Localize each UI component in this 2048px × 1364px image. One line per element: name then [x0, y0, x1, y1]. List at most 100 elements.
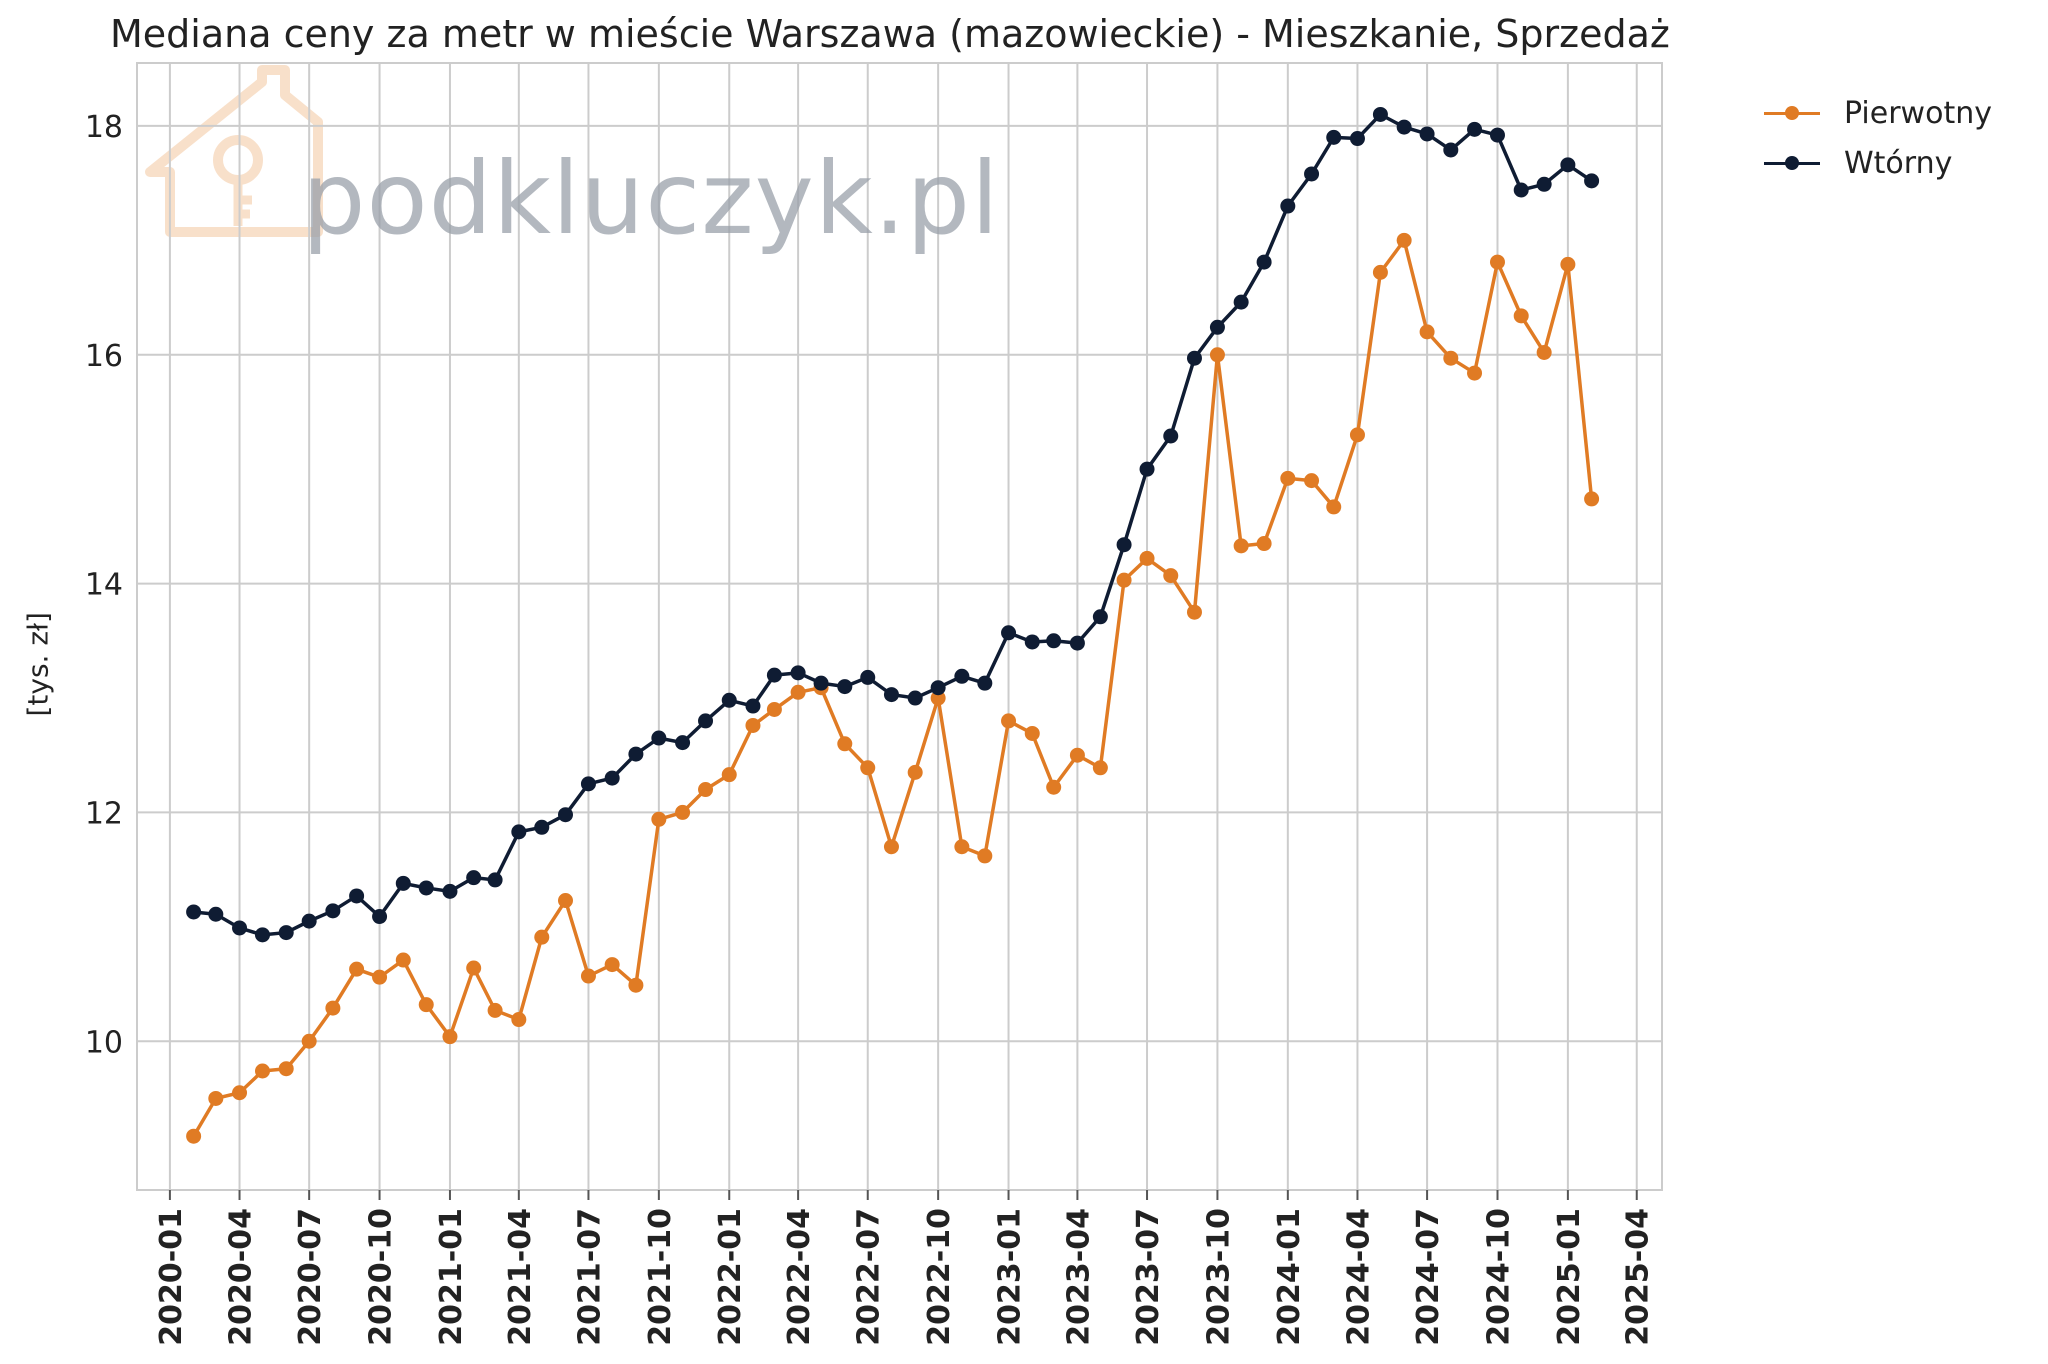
x-tick-label: 2020-10 [364, 1208, 399, 1346]
data-point-wtorny [372, 909, 388, 925]
data-point-wtorny [628, 746, 644, 762]
chart-title: Mediana ceny za metr w mieście Warszawa … [110, 12, 1670, 56]
data-point-wtorny [790, 665, 806, 681]
data-point-pierwotny [487, 1002, 503, 1018]
data-point-wtorny [1280, 198, 1296, 214]
x-tick-label: 2022-01 [713, 1208, 748, 1346]
data-point-wtorny [208, 906, 224, 922]
data-point-wtorny [1489, 127, 1505, 143]
plot-frame [136, 62, 1663, 1191]
data-point-wtorny [511, 824, 527, 840]
data-point-pierwotny [1186, 604, 1202, 620]
data-point-pierwotny [1069, 747, 1085, 763]
grid [137, 63, 1662, 1190]
y-tick-label: 12 [85, 796, 123, 831]
data-point-pierwotny [930, 690, 946, 706]
data-point-pierwotny [745, 717, 761, 733]
data-point-wtorny [349, 888, 365, 904]
data-point-wtorny [1163, 428, 1179, 444]
data-point-pierwotny [1467, 365, 1483, 381]
data-point-wtorny [1326, 129, 1342, 145]
x-tick-label: 2021-07 [572, 1208, 607, 1346]
data-point-pierwotny [1536, 344, 1552, 360]
data-point-pierwotny [1396, 232, 1412, 248]
legend-swatch-pierwotny [1760, 98, 1824, 128]
data-point-wtorny [1233, 294, 1249, 310]
data-point-pierwotny [1304, 473, 1320, 489]
data-point-pierwotny [604, 957, 620, 973]
data-point-wtorny [1584, 173, 1600, 189]
data-point-pierwotny [837, 736, 853, 752]
data-point-pierwotny [349, 961, 365, 977]
data-point-wtorny [837, 679, 853, 695]
legend-label-pierwotny: Pierwotny [1844, 95, 1992, 131]
data-point-pierwotny [186, 1128, 202, 1144]
data-point-pierwotny [418, 997, 434, 1013]
data-point-pierwotny [232, 1085, 248, 1101]
data-point-wtorny [1419, 126, 1435, 142]
data-point-wtorny [1349, 131, 1365, 147]
x-tick-label: 2025-01 [1552, 1208, 1587, 1346]
data-point-pierwotny [907, 764, 923, 780]
data-point-wtorny [813, 675, 829, 691]
series-lines [186, 106, 1600, 1144]
data-point-wtorny [1092, 609, 1108, 625]
data-point-pierwotny [1280, 470, 1296, 486]
data-point-wtorny [766, 667, 782, 683]
data-point-pierwotny [254, 1063, 270, 1079]
legend-item-wtorny: Wtórny [1760, 138, 1992, 188]
x-tick-label: 2020-04 [224, 1208, 259, 1346]
data-point-wtorny [1186, 350, 1202, 366]
data-point-pierwotny [1163, 568, 1179, 584]
data-point-pierwotny [1233, 538, 1249, 554]
data-point-wtorny [721, 692, 737, 708]
y-tick-label: 10 [85, 1025, 123, 1060]
data-point-pierwotny [628, 977, 644, 993]
data-point-wtorny [1024, 634, 1040, 650]
data-point-wtorny [1069, 635, 1085, 651]
house-key-icon [145, 65, 323, 237]
data-point-wtorny [487, 872, 503, 888]
data-point-wtorny [1443, 142, 1459, 158]
data-point-wtorny [651, 730, 667, 746]
x-tick-label: 2022-07 [852, 1208, 887, 1346]
data-point-wtorny [466, 870, 482, 886]
data-point-wtorny [325, 903, 341, 919]
data-point-pierwotny [1001, 713, 1017, 729]
data-point-pierwotny [301, 1033, 317, 1049]
data-point-wtorny [186, 904, 202, 920]
data-point-wtorny [745, 698, 761, 714]
data-point-wtorny [977, 675, 993, 691]
data-point-pierwotny [1349, 427, 1365, 443]
data-point-wtorny [301, 913, 317, 929]
y-tick-label: 16 [85, 339, 123, 374]
data-point-wtorny [442, 883, 458, 899]
data-point-pierwotny [721, 767, 737, 783]
data-point-wtorny [1046, 633, 1062, 649]
data-point-pierwotny [395, 952, 411, 968]
legend-item-pierwotny: Pierwotny [1760, 88, 1992, 138]
data-point-wtorny [1372, 106, 1388, 122]
data-point-pierwotny [580, 968, 596, 984]
data-point-pierwotny [372, 969, 388, 985]
data-point-pierwotny [557, 893, 573, 909]
data-point-wtorny [860, 669, 876, 685]
y-tick-label: 14 [85, 568, 123, 603]
data-point-pierwotny [977, 848, 993, 864]
x-tick-label: 2024-10 [1481, 1208, 1516, 1346]
legend-swatch-wtorny [1760, 148, 1824, 178]
data-point-wtorny [254, 927, 270, 943]
data-point-pierwotny [1139, 550, 1155, 566]
data-point-wtorny [1256, 254, 1272, 270]
data-point-pierwotny [766, 701, 782, 717]
x-tick-label: 2021-10 [643, 1208, 678, 1346]
data-point-pierwotny [325, 1000, 341, 1016]
data-point-wtorny [698, 713, 714, 729]
data-point-pierwotny [278, 1061, 294, 1077]
data-point-wtorny [1513, 182, 1529, 198]
x-tick-label: 2023-04 [1061, 1208, 1096, 1346]
y-axis: 10 12 14 16 18 [85, 110, 123, 1060]
data-point-wtorny [278, 925, 294, 941]
data-point-pierwotny [1024, 725, 1040, 741]
